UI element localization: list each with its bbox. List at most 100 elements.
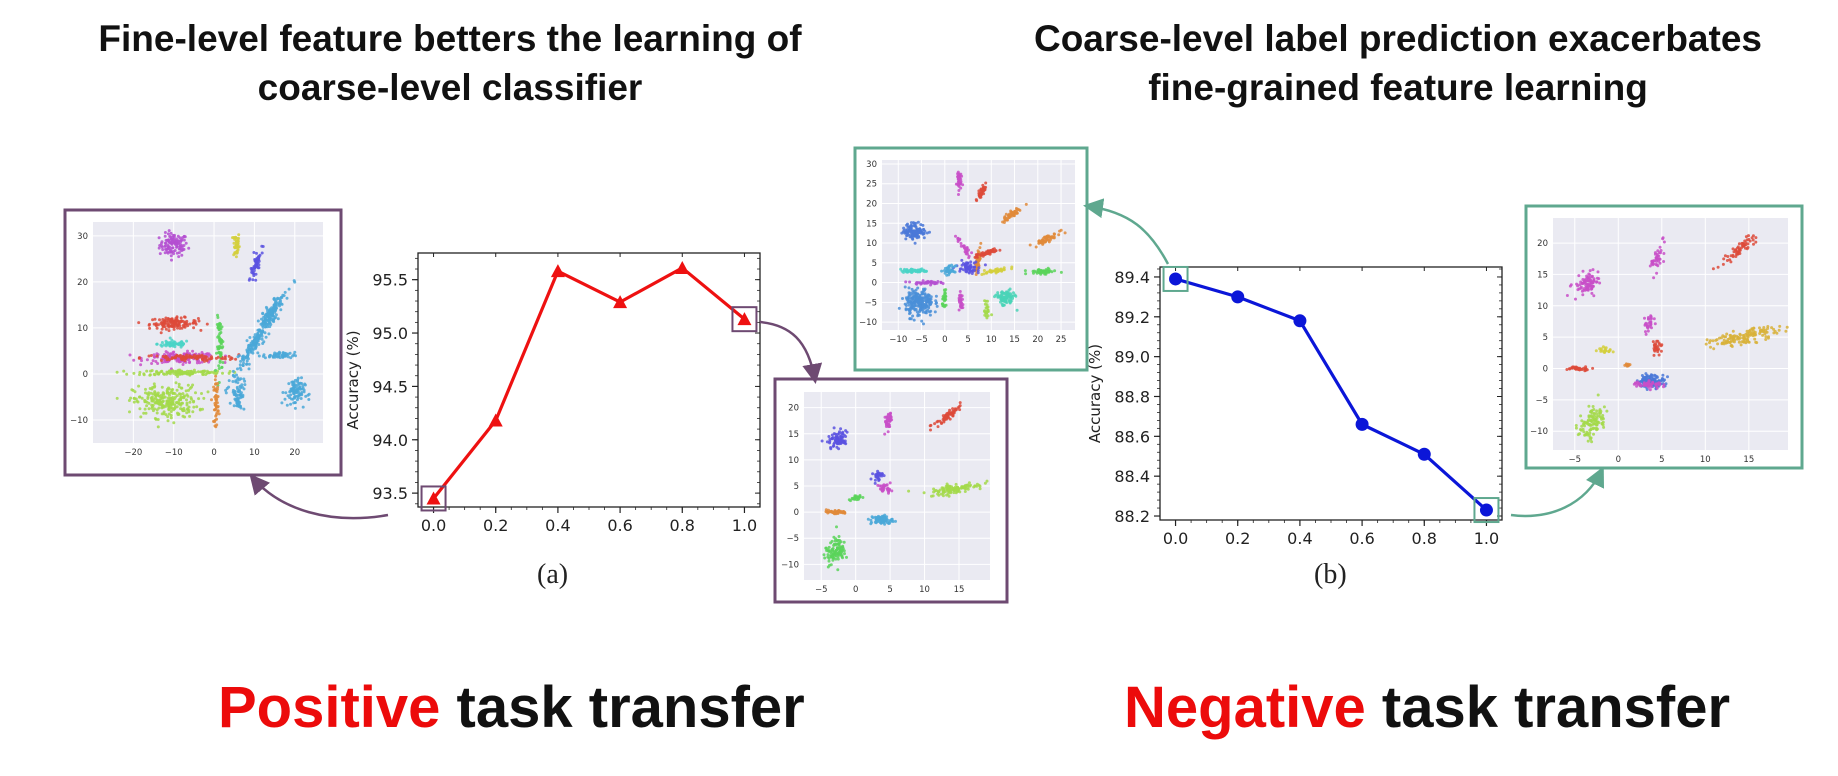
scatter-point <box>984 181 988 185</box>
scatter-point <box>220 365 224 369</box>
scatter-point <box>188 361 191 365</box>
scatter-point <box>164 355 168 359</box>
scatter-point <box>998 268 1002 272</box>
scatter-point <box>239 392 243 396</box>
scatter-point <box>1644 330 1647 334</box>
scatter-point <box>960 258 964 262</box>
scatter-point <box>248 336 252 339</box>
scatter-point <box>910 304 914 308</box>
scatter-point <box>167 229 171 233</box>
scatter-point <box>189 370 193 374</box>
scatter-point <box>245 362 249 366</box>
scatter-point <box>1652 276 1656 280</box>
scatter-point <box>217 367 221 370</box>
scatter-point <box>201 357 205 361</box>
scatter-point <box>986 308 990 312</box>
scatter-point <box>979 193 983 196</box>
scatter-point <box>213 378 217 382</box>
scatter-point <box>169 410 173 413</box>
scatter-point <box>210 398 213 402</box>
inset-y-tick-label: 0 <box>1543 364 1548 374</box>
scatter-point <box>979 241 983 245</box>
scatter-point <box>935 420 939 424</box>
scatter-point <box>907 307 910 311</box>
scatter-point <box>887 490 891 494</box>
scatter-point <box>188 322 192 326</box>
scatter-point <box>827 545 831 549</box>
scatter-point <box>1571 365 1575 369</box>
scatter-point <box>301 405 305 409</box>
scatter-cluster <box>1028 228 1067 249</box>
scatter-point <box>154 360 158 363</box>
scatter-point <box>192 400 195 404</box>
scatter-point <box>280 354 284 357</box>
scatter-point <box>951 414 955 418</box>
scatter-point <box>843 552 846 556</box>
scatter-point <box>994 268 998 272</box>
scatter-point <box>920 281 924 285</box>
scatter-point <box>897 306 901 310</box>
scatter-point <box>258 335 262 338</box>
scatter-point <box>1004 212 1008 216</box>
scatter-point <box>870 515 874 519</box>
scatter-point <box>1661 373 1665 377</box>
scatter-point <box>839 540 843 544</box>
inset-tsne-a-right: −5 0 5 10 15 −10 −5 0 5 10 15 20 <box>773 377 1009 604</box>
scatter-point <box>1722 257 1726 261</box>
scatter-point <box>901 297 904 300</box>
scatter-point <box>165 342 168 346</box>
scatter-point <box>1784 329 1788 333</box>
inset-x-tick-label: −5 <box>1568 455 1581 465</box>
scatter-point <box>920 292 924 296</box>
scatter-point <box>1663 378 1666 382</box>
scatter-point <box>978 246 982 250</box>
scatter-point <box>913 307 917 311</box>
scatter-point <box>1598 281 1602 285</box>
scatter-point <box>967 256 971 260</box>
scatter-point <box>1646 329 1650 333</box>
scatter-point <box>127 399 131 402</box>
inset-y-tick-label: 5 <box>1543 333 1548 343</box>
scatter-point <box>1628 363 1632 367</box>
scatter-point <box>164 339 168 343</box>
y-tick-label: 88.6 <box>1114 427 1150 446</box>
scatter-point <box>977 266 981 270</box>
scatter-point <box>301 384 305 388</box>
scatter-point <box>1057 233 1061 237</box>
scatter-point <box>914 225 918 229</box>
scatter-point <box>831 444 835 448</box>
scatter-point <box>307 398 311 401</box>
scatter-point <box>260 337 264 341</box>
scatter-point <box>943 416 946 420</box>
scatter-point <box>981 183 985 187</box>
scatter-point <box>182 238 186 242</box>
x-tick-label: 0.2 <box>483 516 508 535</box>
scatter-point <box>1590 440 1594 444</box>
scatter-point <box>1011 212 1015 216</box>
caption-negative-transfer: Negative task transfer <box>1124 674 1730 741</box>
scatter-point <box>207 352 211 356</box>
scatter-point <box>973 265 977 269</box>
scatter-point <box>158 252 162 256</box>
scatter-point <box>259 332 263 336</box>
inset-x-tick-label: 20 <box>1032 335 1043 345</box>
scatter-point <box>181 414 185 418</box>
scatter-point <box>300 391 304 394</box>
scatter-point <box>148 326 152 330</box>
inset-x-tick-label: −20 <box>124 448 142 458</box>
scatter-point <box>1586 439 1590 443</box>
scatter-point <box>1598 347 1602 351</box>
scatter-point <box>214 374 218 378</box>
scatter-point <box>246 346 250 349</box>
scatter-point <box>157 371 161 375</box>
scatter-point <box>187 388 190 392</box>
scatter-point <box>941 494 945 498</box>
scatter-point <box>233 236 237 240</box>
scatter-point <box>1718 336 1721 340</box>
scatter-point <box>1662 260 1666 263</box>
scatter-point <box>155 393 159 397</box>
scatter-point <box>163 231 167 234</box>
scatter-point <box>132 371 136 375</box>
scatter-point <box>287 287 291 291</box>
scatter-point <box>978 258 982 262</box>
